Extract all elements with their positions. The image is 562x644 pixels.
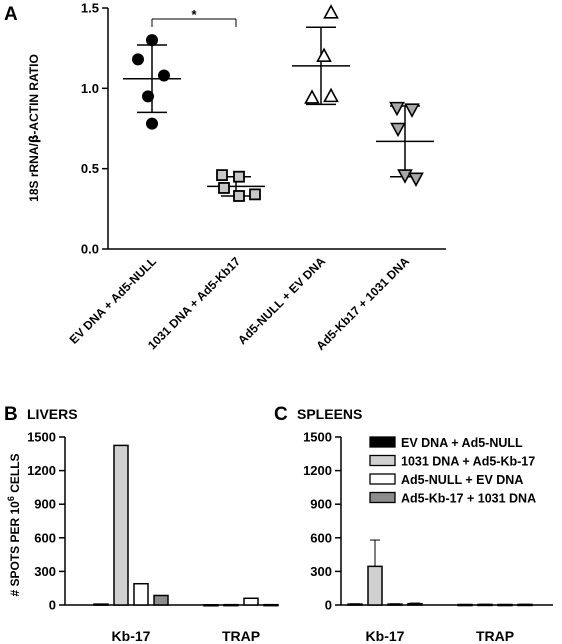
category-label: Kb-17 xyxy=(366,628,405,644)
data-point-triangle-down xyxy=(390,122,406,138)
y-tick-label: 1500 xyxy=(27,430,56,445)
bar xyxy=(263,603,279,607)
legend-label: Ad5-NULL + EV DNA xyxy=(401,473,523,487)
legend-label: EV DNA + Ad5-NULL xyxy=(401,436,523,450)
y-tick-label: 300 xyxy=(34,564,56,579)
bar xyxy=(203,604,219,607)
data-point-triangle-down xyxy=(404,103,420,118)
data-point-triangle-up xyxy=(316,47,332,63)
y-axis-title-b: # SPOTS PER 106 CELLS xyxy=(6,453,22,596)
data-point-triangle-up xyxy=(304,89,320,104)
y-tick-label: 600 xyxy=(310,530,332,545)
y-axis-title-part: # SPOTS PER 10 xyxy=(8,501,22,597)
y-axis-title-part: CELLS xyxy=(8,453,22,496)
y-tick-label-a: 1.0 xyxy=(81,81,99,96)
legend-swatch xyxy=(369,436,396,448)
y-tick-label-a: 0.0 xyxy=(81,242,99,257)
panel-letter-a: A xyxy=(4,4,18,25)
legend-label: 1031 DNA + Ad5-Kb-17 xyxy=(401,455,535,469)
significance-star: * xyxy=(191,7,197,22)
y-tick-label-a: 0.5 xyxy=(81,161,99,176)
bar xyxy=(407,602,423,606)
y-tick-label: 0 xyxy=(49,598,56,613)
y-tick-label: 0 xyxy=(325,598,332,613)
data-point-circle xyxy=(158,69,170,82)
panel-letter-c: C xyxy=(274,404,288,425)
legend-label: Ad5-Kb-17 + 1031 DNA xyxy=(401,492,536,506)
y-tick-label: 600 xyxy=(34,530,56,545)
data-point-square xyxy=(233,190,245,202)
category-label: TRAP xyxy=(476,628,514,644)
data-point-square xyxy=(218,182,230,194)
y-axis-title-part: -ACTIN RATIO xyxy=(27,54,41,134)
data-point-triangle-up xyxy=(323,87,339,103)
legend-swatch xyxy=(369,454,396,467)
category-label-a: Ad5-NULL + EV DNA xyxy=(235,254,328,347)
bar xyxy=(367,565,383,606)
y-axis-title-part: β xyxy=(27,134,41,143)
data-point-triangle-down xyxy=(397,169,413,184)
category-label: Kb-17 xyxy=(112,628,151,644)
category-label-a: EV DNA + Ad5-NULL xyxy=(67,254,159,346)
category-label-a: 1031 DNA + Ad5-Kb17 xyxy=(145,254,243,352)
panel-title-spleens: SPLEENS xyxy=(297,406,362,422)
bar xyxy=(113,444,129,606)
data-point-circle xyxy=(132,53,144,66)
legend-swatch xyxy=(369,473,396,485)
y-tick-label: 1500 xyxy=(303,430,332,445)
bar xyxy=(153,594,169,606)
data-point-square xyxy=(233,170,245,183)
y-tick-label: 300 xyxy=(310,564,332,579)
data-point-triangle-up xyxy=(323,4,339,19)
y-axis-title-part: 18S rRNA/ xyxy=(27,143,41,202)
y-axis-title-part: 6 xyxy=(6,496,16,501)
legend-swatch xyxy=(369,491,396,504)
data-point-circle xyxy=(142,90,154,103)
y-tick-label: 900 xyxy=(310,497,332,512)
data-point-square xyxy=(216,169,228,181)
data-point-triangle-down xyxy=(389,101,405,117)
y-tick-label: 1200 xyxy=(303,463,332,478)
bar xyxy=(243,597,259,606)
data-point-circle xyxy=(146,117,158,130)
bar xyxy=(93,603,109,606)
panel-title-livers: LIVERS xyxy=(27,406,78,422)
bar xyxy=(133,582,149,606)
data-point-triangle-down xyxy=(408,172,424,187)
y-axis-title-a: 18S rRNA/β-ACTIN RATIO xyxy=(27,54,41,202)
category-label: TRAP xyxy=(222,628,260,644)
panel-letter-b: B xyxy=(4,404,18,425)
bar xyxy=(223,603,239,607)
y-tick-label: 1200 xyxy=(27,463,56,478)
y-tick-label-a: 1.5 xyxy=(81,1,99,16)
category-label-a: Ad5-Kb17 + 1031 DNA xyxy=(313,254,412,353)
data-point-square xyxy=(249,188,261,201)
data-point-circle xyxy=(146,34,158,47)
y-tick-label: 900 xyxy=(34,497,56,512)
